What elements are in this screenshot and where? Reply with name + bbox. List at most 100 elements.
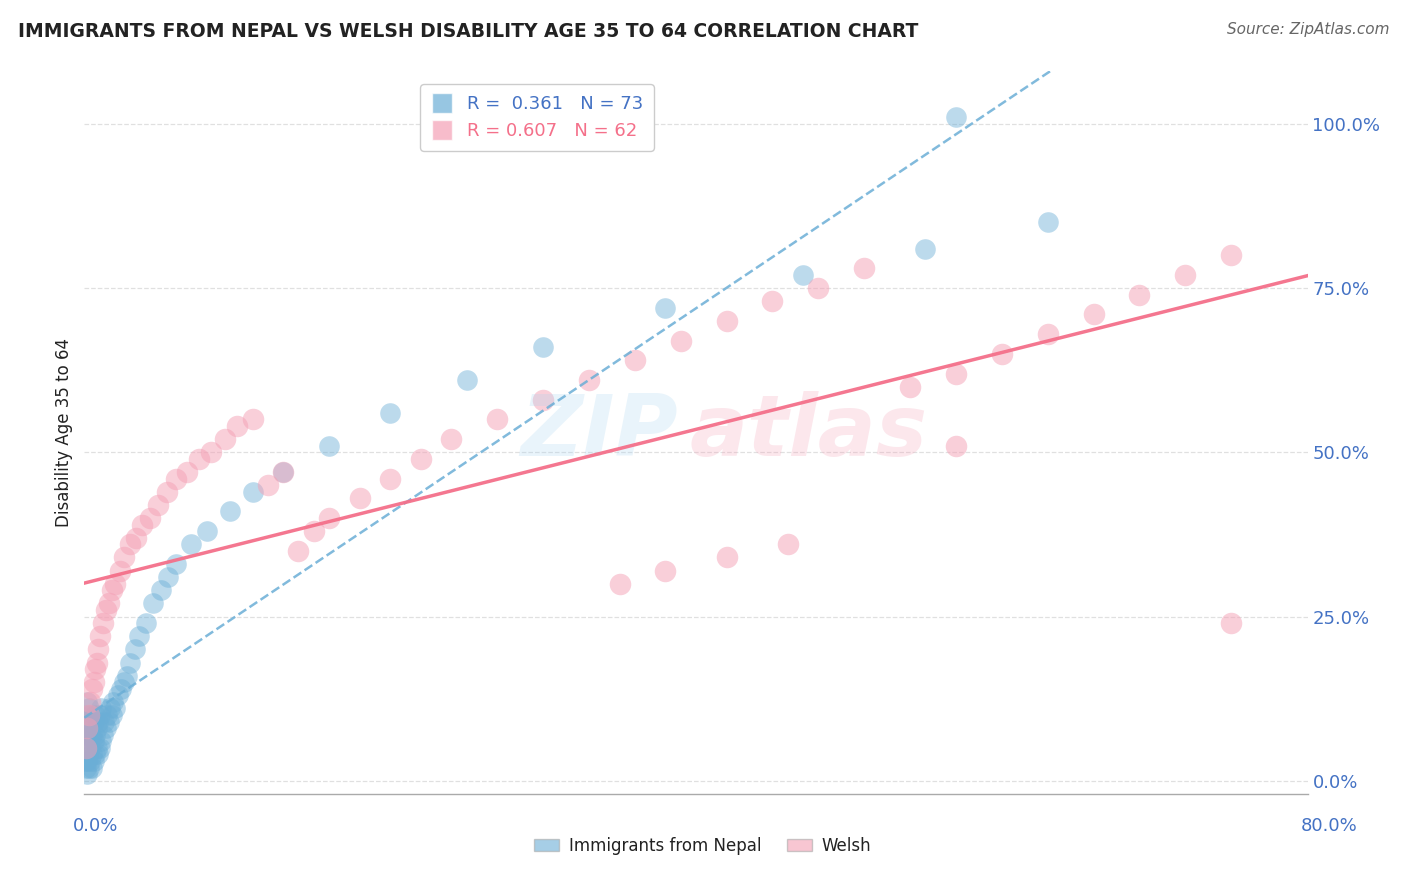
Point (83, 714, 105, 729)
Point (157, 570, 180, 584)
Point (945, 439, 967, 453)
Point (76, 708, 98, 723)
Point (195, 524, 218, 538)
Point (409, 451, 432, 466)
Point (90, 734, 112, 748)
Point (531, 392, 554, 407)
Point (115, 668, 138, 682)
Point (142, 596, 165, 610)
Point (97, 596, 120, 610)
Text: Source: ZipAtlas.com: Source: ZipAtlas.com (1226, 22, 1389, 37)
Point (79, 740, 101, 755)
Point (257, 478, 280, 492)
Point (79, 728, 101, 742)
Point (761, 294, 783, 309)
Point (945, 111, 967, 125)
Point (486, 412, 509, 426)
Point (609, 576, 631, 591)
Point (84, 662, 107, 676)
Point (101, 708, 124, 723)
Point (77, 761, 100, 775)
Point (242, 412, 264, 426)
Point (380, 406, 402, 420)
Point (654, 301, 676, 315)
Point (76, 767, 98, 781)
Point (380, 472, 402, 486)
Point (76, 721, 98, 735)
Point (77, 734, 100, 748)
Point (242, 484, 264, 499)
Point (83, 734, 105, 748)
Point (200, 445, 222, 459)
Point (89, 740, 111, 755)
Point (440, 432, 463, 446)
Point (76, 740, 98, 755)
Point (669, 334, 692, 348)
Point (165, 472, 187, 486)
Point (86, 740, 108, 755)
Point (80, 728, 103, 742)
Point (94, 603, 117, 617)
Point (75, 714, 97, 729)
Point (77, 721, 100, 735)
Text: 80.0%: 80.0% (1301, 817, 1357, 835)
Point (318, 439, 340, 453)
Point (188, 451, 211, 466)
Point (165, 557, 187, 571)
Point (75, 754, 97, 768)
Point (108, 564, 131, 578)
Point (578, 373, 600, 387)
Point (120, 656, 142, 670)
Point (776, 537, 799, 551)
Point (94, 721, 117, 735)
Point (287, 544, 309, 558)
Point (176, 465, 198, 479)
Point (97, 714, 120, 729)
Point (83, 675, 105, 690)
Point (87, 714, 110, 729)
Point (945, 367, 967, 381)
Point (77, 708, 100, 723)
Point (75, 728, 97, 742)
Point (120, 537, 142, 551)
Point (75, 740, 97, 755)
Point (79, 695, 101, 709)
Point (853, 261, 876, 276)
Point (76, 728, 98, 742)
Point (84, 728, 107, 742)
Point (1220, 616, 1243, 631)
Point (112, 550, 135, 565)
Point (103, 695, 125, 709)
Point (86, 656, 108, 670)
Point (90, 701, 112, 715)
Point (302, 524, 325, 538)
Point (218, 504, 240, 518)
Point (98, 701, 121, 715)
Point (101, 583, 124, 598)
Point (531, 340, 554, 354)
Point (89, 708, 111, 723)
Point (624, 353, 647, 368)
Point (914, 242, 936, 256)
Point (139, 511, 162, 525)
Point (80, 681, 103, 696)
Point (131, 517, 153, 532)
Point (1128, 287, 1150, 301)
Y-axis label: Disability Age 35 to 64: Disability Age 35 to 64 (55, 338, 73, 527)
Point (1036, 215, 1059, 229)
Point (87, 747, 110, 762)
Point (91, 616, 114, 631)
Point (146, 498, 169, 512)
Point (83, 754, 105, 768)
Point (898, 379, 921, 393)
Point (716, 550, 738, 565)
Point (156, 484, 179, 499)
Point (84, 708, 107, 723)
Point (77, 701, 100, 715)
Point (107, 689, 129, 703)
Point (124, 642, 146, 657)
Point (112, 675, 135, 690)
Point (93, 714, 115, 729)
Point (807, 281, 830, 295)
Point (84, 747, 107, 762)
